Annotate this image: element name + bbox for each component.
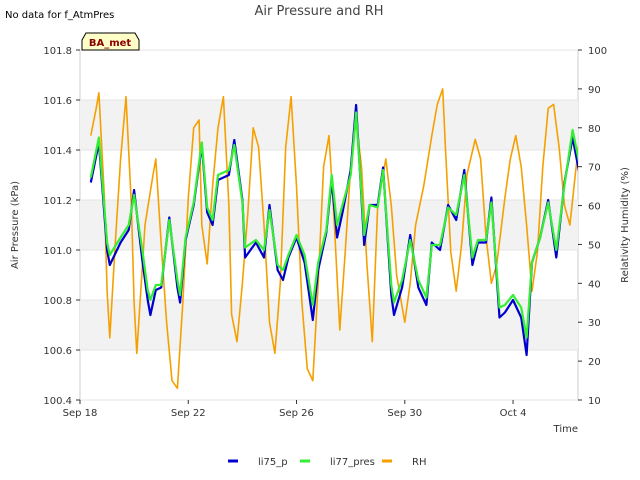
right-tick-label: 50 (588, 240, 601, 251)
left-tick-label: 101.0 (43, 246, 72, 257)
badge-shape (81, 32, 140, 51)
right-tick-label: 100 (588, 46, 607, 57)
x-tick-label: Oct 4 (500, 408, 527, 419)
left-tick-label: 101.6 (43, 96, 72, 107)
right-tick-label: 70 (588, 163, 601, 174)
x-tick-label: Sep 30 (387, 408, 422, 419)
legend-label-li75_p: li75_p (258, 457, 288, 468)
plot-background (79, 49, 579, 401)
right-tick-label: 90 (588, 85, 601, 96)
series-line-RH (90, 88, 578, 390)
left-tick-label: 100.6 (43, 346, 72, 357)
station-badge: BA_met (81, 32, 140, 51)
badge-label: BA_met (89, 38, 132, 49)
x-axis-ticks: Sep 18 Sep 22 Sep 26 Sep 30 Oct 4 (63, 400, 527, 419)
no-data-note: No data for f_AtmPres (5, 10, 114, 21)
chart-title: Air Pressure and RH (254, 4, 383, 19)
left-tick-label: 101.8 (43, 46, 72, 57)
x-tick-label: Sep 22 (171, 408, 206, 419)
x-tick-label: Sep 26 (279, 408, 314, 419)
left-tick-label: 101.2 (43, 196, 72, 207)
right-tick-label: 60 (588, 202, 601, 213)
left-tick-label: 100.4 (43, 396, 72, 407)
grid-bands (80, 49, 578, 401)
right-tick-label: 10 (588, 396, 601, 407)
legend-label-li77_pres: li77_pres (330, 457, 375, 468)
right-tick-label: 30 (588, 318, 601, 329)
x-tick-label: Sep 18 (63, 408, 98, 419)
right-axis-title: Relativity Humidity (%) (620, 167, 631, 283)
x-axis-title: Time (553, 424, 578, 435)
left-axis-ticks: 100.4 100.6 100.8 101.0 101.2 101.4 101.6 101.8 (43, 46, 80, 407)
legend-label-RH: RH (412, 457, 426, 468)
right-tick-label: 80 (588, 124, 601, 135)
series-line-li77_pres (89, 111, 578, 339)
right-tick-label: 20 (588, 357, 601, 368)
left-axis-title: Air Pressure (kPa) (10, 181, 21, 269)
left-tick-label: 101.4 (43, 146, 72, 157)
left-tick-label: 100.8 (43, 296, 72, 307)
right-tick-label: 40 (588, 279, 601, 290)
series-lines (89, 88, 578, 390)
right-axis-ticks: 10 20 30 40 50 60 70 80 90 100 (578, 46, 607, 407)
grid-band (80, 300, 578, 350)
legend: li75_p li77_pres RH (228, 457, 426, 468)
